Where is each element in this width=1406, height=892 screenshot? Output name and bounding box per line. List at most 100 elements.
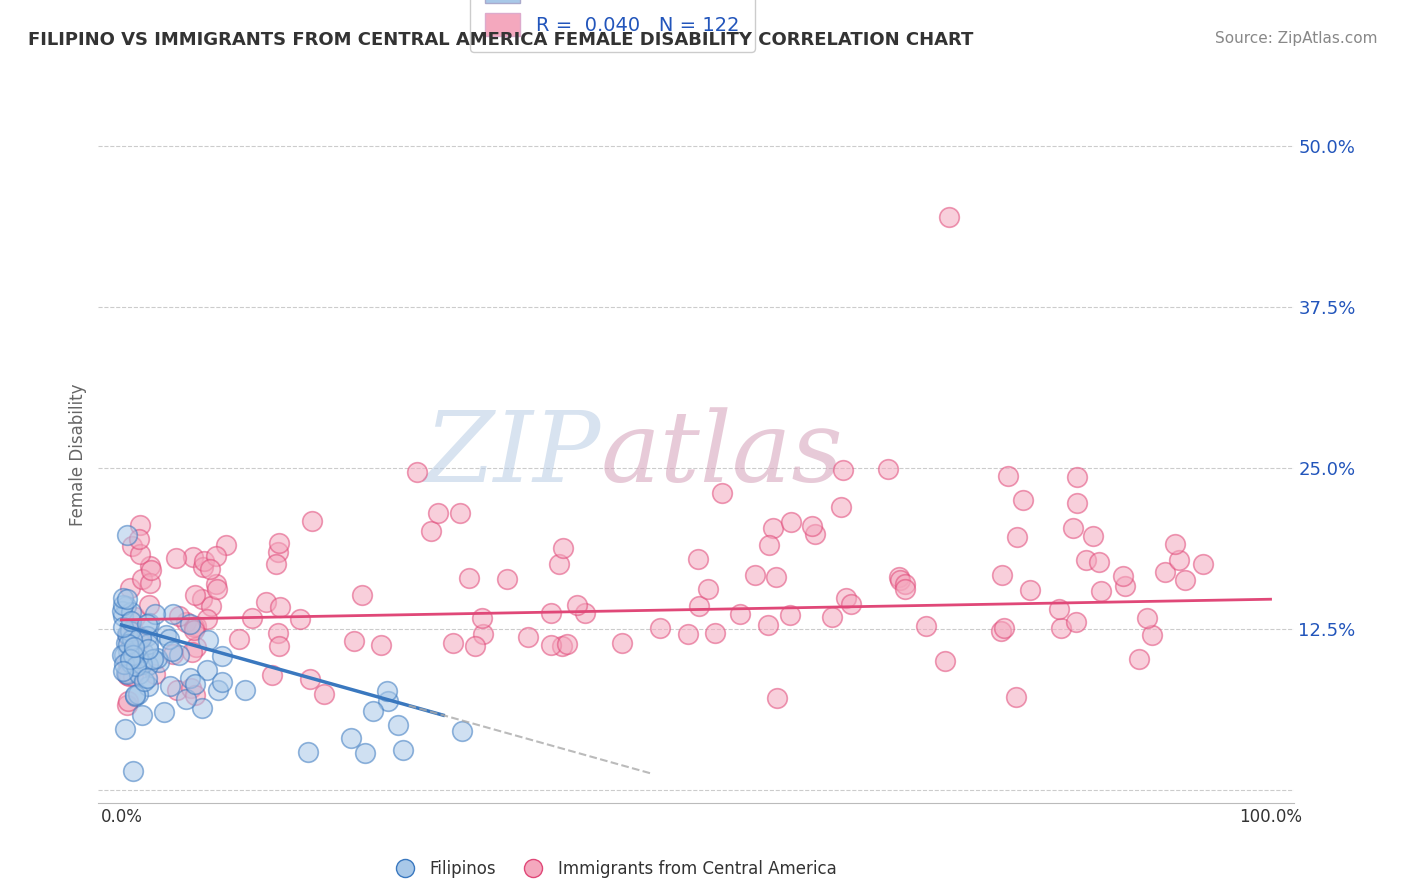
Point	[301, 514, 323, 528]
Point	[118, 669, 141, 683]
Point	[205, 549, 228, 564]
Point	[610, 636, 633, 650]
Point	[830, 500, 852, 514]
Point	[1076, 553, 1098, 567]
Point	[464, 639, 486, 653]
Point	[207, 682, 229, 697]
Point	[115, 654, 138, 668]
Point	[112, 664, 135, 678]
Point	[174, 615, 197, 630]
Point	[121, 648, 143, 662]
Point	[115, 698, 138, 712]
Point	[120, 614, 142, 628]
Point	[153, 706, 176, 720]
Point	[195, 612, 218, 626]
Point	[191, 591, 214, 606]
Point	[131, 708, 153, 723]
Point	[711, 486, 734, 500]
Point	[361, 704, 384, 718]
Point	[1136, 611, 1159, 625]
Point	[387, 718, 409, 732]
Point	[993, 621, 1015, 635]
Point	[184, 640, 207, 655]
Point	[1154, 566, 1177, 580]
Point	[128, 667, 150, 681]
Point	[121, 651, 143, 665]
Point	[122, 640, 145, 654]
Point	[650, 621, 672, 635]
Text: FILIPINO VS IMMIGRANTS FROM CENTRAL AMERICA FEMALE DISABILITY CORRELATION CHART: FILIPINO VS IMMIGRANTS FROM CENTRAL AMER…	[28, 31, 973, 49]
Point	[934, 654, 956, 668]
Point	[121, 539, 143, 553]
Point	[938, 210, 960, 224]
Y-axis label: Female Disability: Female Disability	[69, 384, 87, 526]
Point	[1066, 470, 1088, 484]
Point	[117, 637, 139, 651]
Point	[166, 683, 188, 698]
Point	[120, 652, 142, 666]
Point	[894, 582, 917, 596]
Point	[269, 536, 291, 550]
Point	[703, 625, 725, 640]
Point	[427, 507, 450, 521]
Point	[117, 626, 139, 640]
Point	[540, 606, 562, 620]
Point	[115, 528, 138, 542]
Point	[111, 598, 134, 612]
Point	[458, 572, 481, 586]
Point	[254, 595, 277, 609]
Point	[132, 645, 155, 659]
Point	[1083, 529, 1105, 543]
Point	[1140, 627, 1163, 641]
Point	[450, 723, 472, 738]
Point	[1047, 602, 1070, 616]
Point	[115, 666, 138, 681]
Point	[264, 558, 287, 572]
Point	[136, 616, 159, 631]
Point	[696, 582, 718, 597]
Point	[269, 600, 291, 615]
Point	[122, 669, 145, 683]
Point	[181, 644, 204, 658]
Point	[420, 524, 443, 539]
Point	[183, 620, 205, 634]
Point	[117, 668, 139, 682]
Point	[758, 538, 780, 552]
Point	[1050, 621, 1073, 635]
Point	[240, 611, 263, 625]
Point	[200, 599, 222, 613]
Point	[200, 562, 222, 576]
Point	[139, 563, 162, 577]
Point	[471, 611, 494, 625]
Point	[472, 627, 495, 641]
Point	[159, 679, 181, 693]
Point	[127, 650, 149, 665]
Point	[297, 745, 319, 759]
Point	[128, 630, 150, 644]
Point	[138, 599, 160, 613]
Point	[1112, 569, 1135, 583]
Point	[186, 619, 208, 633]
Point	[574, 606, 596, 620]
Point	[343, 633, 366, 648]
Point	[495, 572, 517, 586]
Point	[375, 684, 398, 698]
Point	[765, 570, 787, 584]
Point	[1114, 579, 1136, 593]
Point	[887, 570, 910, 584]
Point	[183, 623, 205, 637]
Point	[115, 626, 138, 640]
Point	[157, 632, 180, 646]
Point	[114, 636, 136, 650]
Point	[1005, 530, 1028, 544]
Point	[207, 582, 229, 597]
Point	[183, 677, 205, 691]
Point	[193, 554, 215, 568]
Point	[112, 591, 135, 606]
Point	[758, 618, 780, 632]
Point	[215, 538, 238, 552]
Point	[131, 657, 153, 671]
Point	[228, 632, 250, 647]
Point	[299, 673, 322, 687]
Point	[1012, 492, 1035, 507]
